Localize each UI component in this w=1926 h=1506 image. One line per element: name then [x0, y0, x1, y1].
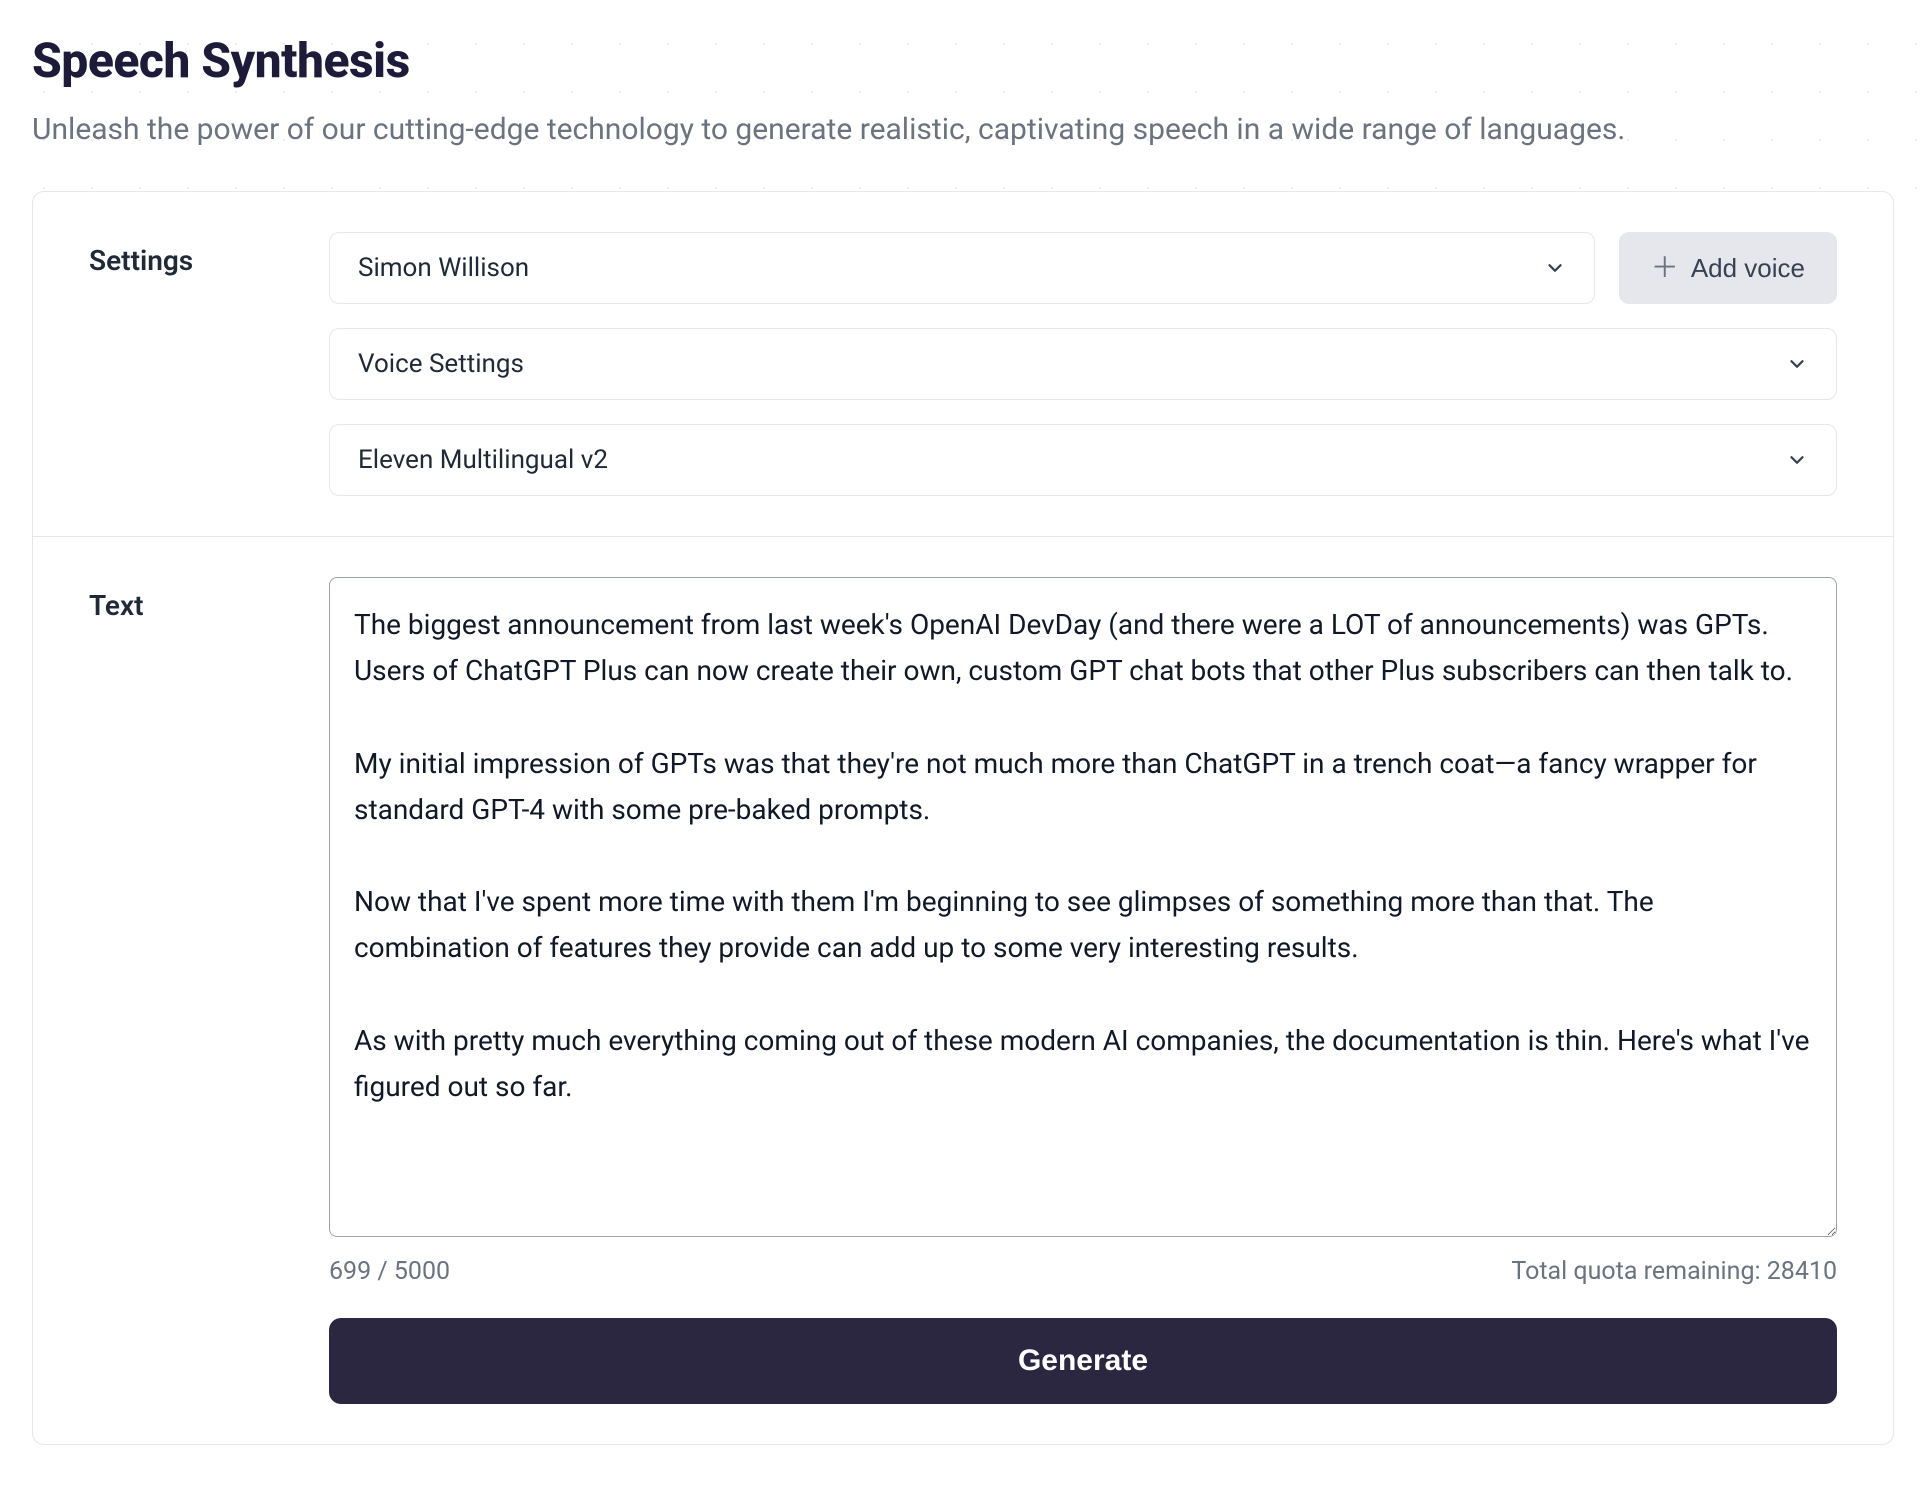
chevron-down-icon [1786, 353, 1808, 375]
voice-select[interactable]: Simon Willison [329, 232, 1595, 304]
char-count: 699 / 5000 [329, 1257, 450, 1286]
plus-icon: ＋ [1651, 254, 1679, 282]
voice-settings-value: Voice Settings [358, 349, 524, 379]
text-input[interactable] [329, 577, 1837, 1237]
voice-select-value: Simon Willison [358, 253, 529, 283]
settings-section: Settings Simon Willison ＋ Add voice Voic… [33, 192, 1893, 536]
quota-remaining: Total quota remaining: 28410 [1511, 1257, 1837, 1286]
text-section: Text 699 / 5000 Total quota remaining: 2… [33, 536, 1893, 1444]
model-select-value: Eleven Multilingual v2 [358, 445, 608, 475]
generate-button[interactable]: Generate [329, 1318, 1837, 1404]
settings-label: Settings [89, 232, 289, 496]
chevron-down-icon [1786, 449, 1808, 471]
text-label: Text [89, 577, 289, 1404]
model-select[interactable]: Eleven Multilingual v2 [329, 424, 1837, 496]
page-title: Speech Synthesis [32, 32, 1894, 89]
synthesis-card: Settings Simon Willison ＋ Add voice Voic… [32, 191, 1894, 1445]
chevron-down-icon [1544, 257, 1566, 279]
add-voice-label: Add voice [1691, 253, 1805, 284]
voice-settings-select[interactable]: Voice Settings [329, 328, 1837, 400]
add-voice-button[interactable]: ＋ Add voice [1619, 232, 1837, 304]
page-subtitle: Unleash the power of our cutting-edge te… [32, 109, 1894, 151]
